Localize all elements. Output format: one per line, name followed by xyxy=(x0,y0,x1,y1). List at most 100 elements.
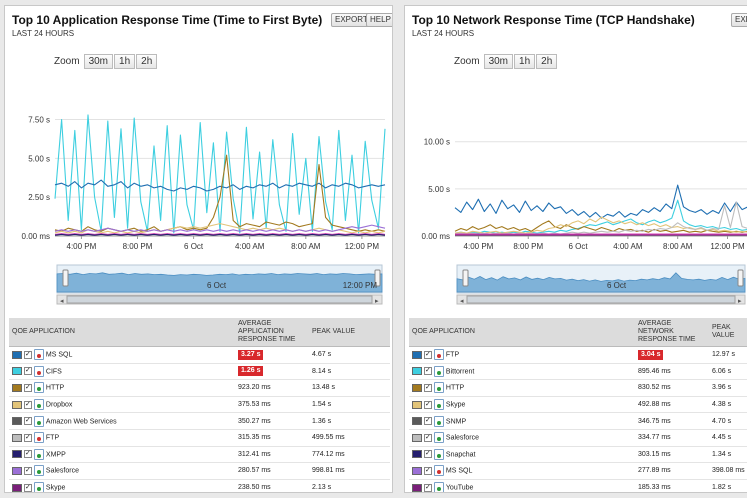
zoom-30m-button[interactable]: 30m xyxy=(483,54,514,69)
table-row[interactable]: ✓ HTTP 923.20 ms 13.48 s xyxy=(9,379,390,397)
app-name[interactable]: Snapchat xyxy=(445,451,476,459)
app-name[interactable]: Skype xyxy=(445,401,466,409)
application-icon xyxy=(433,448,444,460)
series-color-swatch xyxy=(412,433,422,442)
response-time-chart[interactable]: 0.00 ms 5.00 s 10.00 s 4:00 PM 8:00 PM 6 Oct 4… xyxy=(405,96,747,256)
app-name[interactable]: XMPP xyxy=(45,451,66,459)
col-header-average[interactable]: AVERAGE NETWORK RESPONSE TIME xyxy=(635,318,709,347)
app-name[interactable]: Salesforce xyxy=(445,434,479,442)
table-row[interactable]: ✓ FTP 3.04 s 12.97 s xyxy=(409,346,747,364)
scroll-left-arrow-icon[interactable]: ◂ xyxy=(460,297,464,305)
table-row[interactable]: ✓ CIFS 1.26 s 8.14 s xyxy=(9,363,390,381)
series-checkbox[interactable]: ✓ xyxy=(423,383,432,392)
series-checkbox[interactable]: ✓ xyxy=(423,466,432,475)
col-header-peak[interactable]: PEAK VALUE xyxy=(309,318,390,347)
scroll-left-arrow-icon[interactable]: ◂ xyxy=(60,297,64,305)
series-checkbox[interactable]: ✓ xyxy=(423,433,432,442)
series-checkbox[interactable]: ✓ xyxy=(423,400,432,409)
series-checkbox[interactable]: ✓ xyxy=(23,450,32,459)
table-row[interactable]: ✓ Dropbox 375.53 ms 1.54 s xyxy=(9,396,390,414)
series-line[interactable] xyxy=(454,220,747,233)
average-cell: 280.57 ms xyxy=(235,462,309,480)
table-row[interactable]: ✓ Salesforce 280.57 ms 998.81 ms xyxy=(9,462,390,480)
average-cell: 1.26 s xyxy=(235,363,309,381)
col-header-peak[interactable]: PEAK VALUE xyxy=(709,318,747,347)
time-navigator[interactable]: 6 Oct ◂ ▸ xyxy=(405,264,747,307)
table-row[interactable]: ✓ MS SQL 277.89 ms 398.08 ms xyxy=(409,462,747,480)
series-line[interactable] xyxy=(454,216,747,234)
app-name[interactable]: Dropbox xyxy=(45,401,73,409)
table-row[interactable]: ✓ Salesforce 334.77 ms 4.45 s xyxy=(409,429,747,447)
response-time-chart[interactable]: 0.00 ms 2.50 s 5.00 s 7.50 s 4:00 PM 8:00 PM 6… xyxy=(5,96,393,256)
zoom-30m-button[interactable]: 30m xyxy=(83,54,114,69)
table-row[interactable]: ✓ Skype 492.88 ms 4.38 s xyxy=(409,396,747,414)
app-name[interactable]: SNMP xyxy=(445,418,467,426)
zoom-1h-button[interactable]: 1h xyxy=(514,54,536,69)
app-name[interactable]: FTP xyxy=(445,351,460,359)
series-checkbox[interactable]: ✓ xyxy=(23,350,32,359)
navigator-handle[interactable] xyxy=(462,269,469,287)
app-name[interactable]: YouTube xyxy=(445,484,474,492)
zoom-2h-button[interactable]: 2h xyxy=(136,54,158,69)
app-name[interactable]: FTP xyxy=(45,434,60,442)
series-line[interactable] xyxy=(54,233,386,235)
app-name[interactable]: MS SQL xyxy=(45,351,73,359)
app-name[interactable]: Bittorrent xyxy=(445,368,475,376)
table-row[interactable]: ✓ Skype 238.50 ms 2.13 s xyxy=(9,479,390,492)
series-color-swatch xyxy=(412,450,422,459)
table-row[interactable]: ✓ SNMP 346.75 ms 4.70 s xyxy=(409,412,747,430)
table-row[interactable]: ✓ FTP 315.35 ms 499.55 ms xyxy=(9,429,390,447)
series-line[interactable] xyxy=(54,233,386,236)
series-checkbox[interactable]: ✓ xyxy=(423,367,432,376)
app-name[interactable]: HTTP xyxy=(445,384,465,392)
scroll-right-arrow-icon[interactable]: ▸ xyxy=(738,297,742,305)
navigator-handle[interactable] xyxy=(374,269,381,287)
peak-value: 1.34 s xyxy=(712,450,732,458)
series-checkbox[interactable]: ✓ xyxy=(23,417,32,426)
col-header-application[interactable]: QOE APPLICATION xyxy=(409,318,635,347)
app-name[interactable]: CIFS xyxy=(45,368,62,376)
zoom-1h-button[interactable]: 1h xyxy=(114,54,136,69)
average-value: 238.50 ms xyxy=(238,484,271,492)
series-checkbox[interactable]: ✓ xyxy=(423,417,432,426)
series-line[interactable] xyxy=(54,224,386,232)
col-header-application[interactable]: QOE APPLICATION xyxy=(9,318,235,347)
table-row[interactable]: ✓ HTTP 830.52 ms 3.96 s xyxy=(409,379,747,397)
scrollbar-thumb[interactable] xyxy=(466,295,736,304)
series-checkbox[interactable]: ✓ xyxy=(23,400,32,409)
series-checkbox[interactable]: ✓ xyxy=(23,383,32,392)
table-row[interactable]: ✓ XMPP 312.41 ms 774.12 ms xyxy=(9,446,390,464)
time-navigator[interactable]: 6 Oct 12:00 PM ◂ ▸ xyxy=(5,264,393,307)
table-row[interactable]: ✓ Snapchat 303.15 ms 1.34 s xyxy=(409,446,747,464)
app-name[interactable]: HTTP xyxy=(45,384,65,392)
col-header-average[interactable]: AVERAGE APPLICATION RESPONSE TIME xyxy=(235,318,309,347)
app-name[interactable]: Salesforce xyxy=(45,467,79,475)
help-button[interactable]: HELP xyxy=(366,13,392,27)
scroll-right-arrow-icon[interactable]: ▸ xyxy=(375,297,379,305)
series-checkbox[interactable]: ✓ xyxy=(423,350,432,359)
series-line[interactable] xyxy=(54,154,386,232)
table-row[interactable]: ✓ Amazon Web Services 350.27 ms 1.36 s xyxy=(9,412,390,430)
series-checkbox[interactable]: ✓ xyxy=(23,433,32,442)
app-name[interactable]: Skype xyxy=(45,484,66,492)
app-name[interactable]: MS SQL xyxy=(445,467,473,475)
x-tick-label: 8:00 AM xyxy=(663,242,693,251)
series-line[interactable] xyxy=(454,184,747,219)
series-line[interactable] xyxy=(54,179,386,192)
series-checkbox[interactable]: ✓ xyxy=(23,466,32,475)
table-row[interactable]: ✓ MS SQL 3.27 s 4.67 s xyxy=(9,346,390,364)
zoom-2h-button[interactable]: 2h xyxy=(536,54,558,69)
table-header-row: QOE APPLICATION AVERAGE NETWORK RESPONSE… xyxy=(409,318,747,347)
series-checkbox[interactable]: ✓ xyxy=(423,450,432,459)
series-checkbox[interactable]: ✓ xyxy=(23,483,32,492)
export-button[interactable]: EXPORT xyxy=(731,13,747,27)
series-checkbox[interactable]: ✓ xyxy=(23,367,32,376)
series-line[interactable] xyxy=(54,114,386,234)
table-row[interactable]: ✓ Bittorrent 895.46 ms 6.06 s xyxy=(409,363,747,381)
series-checkbox[interactable]: ✓ xyxy=(423,483,432,492)
navigator-handle[interactable] xyxy=(737,269,744,287)
app-name[interactable]: Amazon Web Services xyxy=(45,418,117,426)
scrollbar-thumb[interactable] xyxy=(66,295,373,304)
navigator-handle[interactable] xyxy=(62,269,69,287)
table-row[interactable]: ✓ YouTube 185.33 ms 1.82 s xyxy=(409,479,747,492)
